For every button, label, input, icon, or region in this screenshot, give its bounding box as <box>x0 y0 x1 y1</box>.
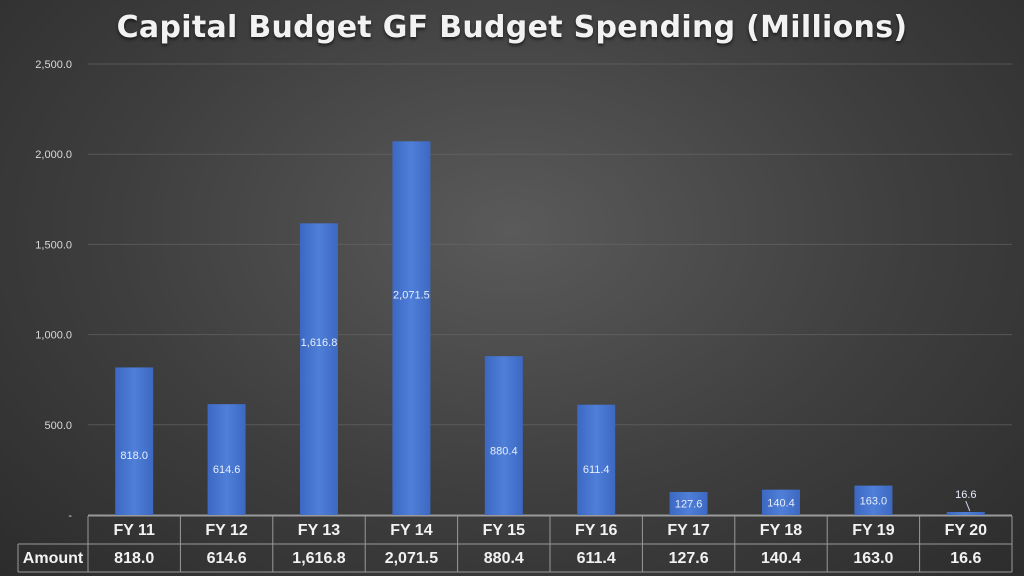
x-tick-label: FY 12 <box>205 522 248 539</box>
y-tick-label: 1,500.0 <box>35 239 72 251</box>
data-label: 163.0 <box>860 495 888 507</box>
data-label: 818.0 <box>120 450 148 462</box>
bar <box>115 367 154 515</box>
bar <box>854 485 893 515</box>
data-label: 127.6 <box>675 498 703 510</box>
data-label: 16.6 <box>955 489 976 501</box>
bar <box>669 491 708 515</box>
x-tick-label: FY 14 <box>390 522 433 539</box>
data-label: 611.4 <box>583 464 610 476</box>
data-labels: 818.0 614.6 1,616.8 2,071.5 880.4 611.4 127.6 1… <box>120 289 977 512</box>
y-tick-label: - <box>68 510 72 522</box>
bars <box>115 141 985 516</box>
table-value: 163.0 <box>853 550 893 567</box>
table-value: 880.4 <box>484 550 524 567</box>
y-tick-label: 2,500.0 <box>35 59 72 71</box>
table-value: 614.6 <box>207 550 247 567</box>
x-tick-label: FY 20 <box>945 522 988 539</box>
data-label: 614.6 <box>213 464 241 476</box>
chart-title: Capital Budget GF Budget Spending (Milli… <box>116 10 908 45</box>
table-value: 127.6 <box>669 550 709 567</box>
bar <box>762 489 800 515</box>
table-value: 818.0 <box>114 550 154 567</box>
data-label: 880.4 <box>490 446 518 458</box>
x-tick-label: FY 15 <box>483 522 526 539</box>
y-axis-ticks: - 500.0 1,000.0 1,500.0 2,000.0 2,500.0 <box>35 59 72 522</box>
table-value: 1,616.8 <box>292 550 345 567</box>
bar <box>207 404 246 515</box>
data-label: 1,616.8 <box>301 337 338 349</box>
x-tick-label: FY 11 <box>113 522 155 539</box>
table-value: 611.4 <box>577 550 616 567</box>
y-tick-label: 500.0 <box>44 420 72 432</box>
table-row-label: Amount <box>23 550 84 567</box>
x-tick-label: FY 17 <box>667 522 710 539</box>
bar <box>577 404 616 515</box>
bar <box>300 223 338 515</box>
leader-line <box>965 500 971 512</box>
y-tick-label: 1,000.0 <box>35 330 72 342</box>
y-tick-label: 2,000.0 <box>35 149 72 161</box>
bar <box>484 356 523 515</box>
x-tick-label: FY 13 <box>298 522 341 539</box>
x-tick-label: FY 19 <box>852 522 895 539</box>
bar <box>392 141 431 516</box>
table-value: 16.6 <box>950 550 981 567</box>
x-tick-label: FY 18 <box>760 522 803 539</box>
table-value: 140.4 <box>761 550 801 567</box>
table-value: 2,071.5 <box>385 550 438 567</box>
bar <box>946 512 985 515</box>
x-tick-label: FY 16 <box>575 522 618 539</box>
data-table: Amount FY 11 818.0 FY 12 614.6 FY 13 1,616.8 FY… <box>17 515 1013 573</box>
data-label: 2,071.5 <box>393 289 430 301</box>
data-label: 140.4 <box>767 497 795 509</box>
